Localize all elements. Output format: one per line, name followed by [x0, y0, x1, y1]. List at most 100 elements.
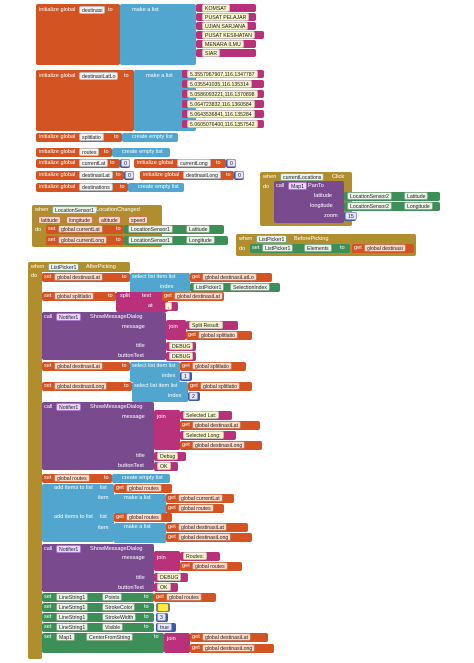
number-block[interactable]: 0	[226, 159, 236, 168]
var-dropdown[interactable]: global currentLat	[178, 494, 223, 502]
join-block-4[interactable]: join	[164, 633, 190, 653]
param-speed[interactable]: speed	[128, 216, 149, 224]
number-value[interactable]: 15	[345, 212, 357, 220]
create-empty-list-block[interactable]: create empty list	[128, 183, 184, 192]
component-dropdown[interactable]: LocationSensor1	[128, 225, 173, 233]
get-destinasilong-block[interactable]: get global destinasiLong	[180, 441, 262, 450]
var-name-field[interactable]: destinasiLatLo	[79, 72, 119, 80]
get-routes-block[interactable]: get global routes	[114, 484, 172, 493]
set-visible-block[interactable]: set LineString1 Visible to	[42, 623, 154, 632]
number-block[interactable]: 0	[120, 159, 130, 168]
init-destinasi-block[interactable]: initialize global destinasi to	[36, 4, 120, 65]
set-linestring-points-block[interactable]: set LineString1 Points to	[42, 593, 154, 602]
number-value[interactable]: 0	[121, 159, 130, 167]
init-destinasilong-block[interactable]: initialize global destinasiLong to	[140, 171, 234, 180]
property-dropdown[interactable]: StrokeWidth	[102, 613, 137, 621]
title-string-block[interactable]: DEBUG	[154, 573, 188, 582]
string-block-3[interactable]: 5.0586093221,116.1370898	[182, 90, 264, 98]
var-dropdown[interactable]: global splitlatio	[198, 331, 239, 339]
notifier-show-dialog-1[interactable]: call Notifier1 ShowMessageDialog message…	[42, 312, 166, 360]
set-destinasilat-block[interactable]: set global destinasiLat to	[42, 273, 130, 282]
var-dropdown[interactable]: global currentLong	[58, 236, 107, 244]
string-value[interactable]: SIAR	[202, 49, 221, 57]
string-block-2[interactable]: PUSAT PELAJAR	[196, 13, 256, 21]
width-number-block[interactable]: 3	[156, 613, 168, 622]
string-block-3[interactable]: UJIAN SARJANA	[196, 22, 256, 30]
color-swatch[interactable]	[158, 604, 168, 611]
string-value[interactable]: PUSAT KESIHATAN	[202, 31, 255, 39]
component-dropdown[interactable]: currentLocations	[280, 173, 325, 181]
var-dropdown[interactable]: global destinasi	[364, 244, 406, 252]
set-strokecolor-block[interactable]: set LineString1 StrokeColor to	[42, 603, 154, 612]
var-name-field[interactable]: destinations	[79, 183, 113, 191]
set-strokewidth-block[interactable]: set LineString1 StrokeWidth to	[42, 613, 154, 622]
property-dropdown[interactable]: Longitude	[404, 202, 433, 210]
select-list-item-block[interactable]: select list item list index	[130, 273, 190, 293]
notifier-show-dialog-3[interactable]: call Notifier1 ShowMessageDialog message…	[42, 544, 154, 592]
var-name-field[interactable]: destinasi	[79, 6, 106, 14]
string-value[interactable]: Split Result:	[189, 321, 223, 329]
init-routes-block[interactable]: initialize global routes to	[36, 148, 112, 157]
string-value[interactable]: 5.0605076400,116.1357542	[187, 120, 258, 128]
param-altitude[interactable]: altitude	[98, 216, 121, 224]
map-panto-block[interactable]: call Map1 PanTo latitude longitude zoom	[274, 181, 344, 223]
add-items-block-1[interactable]: add items to list list item	[42, 484, 114, 514]
button-string-block[interactable]: OK	[154, 583, 178, 592]
get-routes-block[interactable]: get global routes	[154, 593, 216, 602]
color-block[interactable]	[156, 603, 170, 612]
var-dropdown[interactable]: global splitlatio	[54, 292, 95, 300]
string-block-1[interactable]: 5.3557967907,116.1347787	[182, 70, 264, 78]
var-dropdown[interactable]: global destinasiLatLo	[202, 273, 257, 281]
component-dropdown[interactable]: LocationSensor1	[128, 236, 173, 244]
sensor-latitude-getter[interactable]: LocationSensor1 Latitude	[124, 225, 224, 234]
property-dropdown[interactable]: Latitude	[404, 192, 429, 200]
property-dropdown[interactable]: Latitude	[186, 225, 211, 233]
string-value[interactable]: UJIAN SARJANA	[202, 22, 249, 30]
get-destinasi-block[interactable]: get global destinasi	[352, 244, 414, 253]
init-destinations-block[interactable]: initialize global destinations to	[36, 183, 128, 192]
string-value[interactable]: Selected Long:	[183, 431, 224, 439]
property-dropdown[interactable]: SelectionIndex	[230, 283, 271, 291]
var-dropdown[interactable]: global destinasiLong	[192, 441, 246, 449]
get-destinasilat-block[interactable]: get global destinasiLat	[180, 421, 260, 430]
string-value[interactable]: Routes:	[183, 552, 207, 560]
number-value[interactable]: 2	[189, 392, 198, 400]
string-value[interactable]: 5.035541035,116.135314	[187, 80, 252, 88]
string-value[interactable]: DEBUG	[169, 342, 194, 350]
property-dropdown[interactable]: StrokeColor	[102, 603, 136, 611]
string-value[interactable]: PUSAT PELAJAR	[202, 13, 250, 21]
notifier-dropdown[interactable]: Notifier1	[56, 403, 82, 411]
var-name-field[interactable]: destinasiLong	[183, 171, 222, 179]
get-routes-block[interactable]: get global routes	[180, 562, 242, 571]
component-dropdown[interactable]: LineString1	[56, 593, 89, 601]
make-list-block[interactable]: make a list	[120, 4, 196, 65]
var-name-field[interactable]: destinasiLat	[79, 171, 113, 179]
var-dropdown[interactable]: global splitlatio	[192, 362, 233, 370]
var-dropdown[interactable]: global destinasiLat	[174, 292, 223, 300]
string-block-4[interactable]: PUSAT KESIHATAN	[196, 31, 264, 39]
join-block-2[interactable]: join	[154, 410, 180, 450]
component-dropdown[interactable]: ListPicker1	[193, 283, 225, 291]
index-number-block[interactable]: 1	[180, 372, 192, 381]
true-block[interactable]: true	[156, 623, 176, 632]
var-name-field[interactable]: currentLong	[177, 159, 211, 167]
number-value[interactable]: 0	[227, 159, 236, 167]
sensor-longitude-getter[interactable]: LocationSensor1 Longitude	[124, 236, 228, 245]
notifier-dropdown[interactable]: Notifier1	[56, 545, 82, 553]
get-destinasilat-block[interactable]: get global destinasiLat	[190, 633, 268, 642]
boolean-value[interactable]: true	[157, 623, 172, 631]
set-center-block[interactable]: set Map1 CenterFromString to	[42, 633, 164, 653]
property-dropdown[interactable]: Visible	[102, 623, 124, 631]
string-block[interactable]: Routes:	[180, 552, 220, 561]
var-dropdown[interactable]: global destinasiLat	[192, 421, 241, 429]
select-list-item-block-2[interactable]: select list item list index	[130, 362, 180, 382]
string-value[interactable]: 5.0643536841,116.135284	[187, 110, 255, 118]
property-dropdown[interactable]: Points	[102, 593, 123, 601]
var-dropdown[interactable]: global routes	[166, 593, 202, 601]
var-dropdown[interactable]: global routes	[192, 562, 228, 570]
get-destinasilat-block[interactable]: get global destinasiLat	[162, 292, 224, 301]
string-block-4[interactable]: 5.064723832,116.1360584	[182, 100, 264, 108]
var-name-field[interactable]: routes	[79, 148, 100, 156]
number-block[interactable]: 0	[234, 171, 244, 180]
string-block[interactable]: Selected Long:	[180, 431, 236, 440]
